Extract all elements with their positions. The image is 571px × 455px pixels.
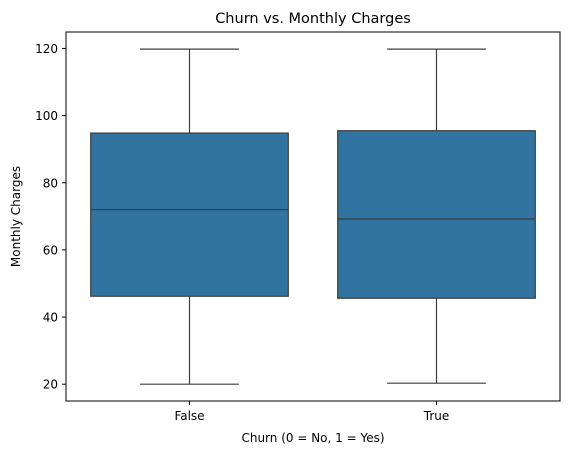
x-tick-label: False <box>174 409 204 423</box>
y-tick-label: 40 <box>43 311 58 325</box>
y-tick-label: 100 <box>35 109 58 123</box>
y-axis-label: Monthly Charges <box>9 166 23 267</box>
y-axis: 20 40 60 80 100 120 <box>35 42 66 392</box>
y-tick-label: 60 <box>43 243 58 257</box>
y-tick-label: 120 <box>35 42 58 56</box>
x-tick-label: True <box>423 409 450 423</box>
y-tick-label: 20 <box>43 378 58 392</box>
x-axis-label: Churn (0 = No, 1 = Yes) <box>241 431 384 445</box>
y-tick-label: 80 <box>43 176 58 190</box>
box-group-true <box>338 49 536 383</box>
box-iqr <box>338 131 536 299</box>
box-iqr <box>91 133 289 296</box>
box-group-false <box>91 49 289 384</box>
chart-title: Churn vs. Monthly Charges <box>215 11 411 27</box>
plot-marks <box>91 49 536 384</box>
x-axis: False True <box>174 401 449 423</box>
